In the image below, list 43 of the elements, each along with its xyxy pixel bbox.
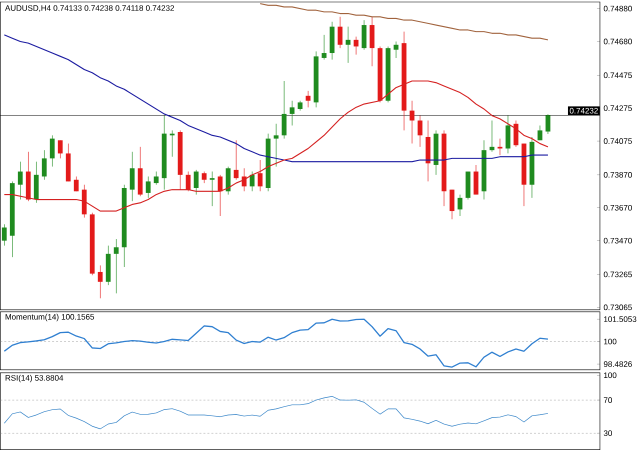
candlestick [2,224,7,246]
candlestick [362,20,366,50]
candlestick [146,176,151,198]
candlestick [170,130,175,158]
candlestick [18,161,23,200]
candlestick [210,171,215,206]
candlestick [298,100,303,111]
candlestick [194,170,199,195]
candlestick [370,16,374,66]
candlestick [282,80,287,139]
candlestick [274,123,279,167]
candlestick [498,138,502,156]
candlestick [202,171,207,184]
candlestick [506,115,510,154]
candlestick [450,189,454,220]
candlestick [114,238,119,294]
candlestick [130,151,135,202]
candlestick [306,90,311,108]
candlestick [74,176,79,192]
candlestick [322,34,326,60]
candlestick [338,16,342,48]
candlestick [546,114,550,134]
candlestick [354,36,358,55]
candlestick [186,171,191,192]
candlestick [234,140,239,180]
candlestick [290,100,295,126]
candlestick [58,140,63,159]
candlestick [410,100,414,144]
candlestick [346,26,350,64]
candlestick [394,41,398,58]
candlestick [250,171,255,192]
candlestick [258,160,263,192]
candlestick [242,168,247,192]
candlestick [514,120,518,148]
candlestick [50,135,55,167]
candlestick [490,120,494,152]
candlestick [458,194,462,216]
candlestick [42,150,47,180]
candlestick [154,171,159,185]
candlestick [474,164,478,195]
candlestick [98,265,103,299]
candlestick [418,115,422,148]
candlestick [538,125,542,141]
